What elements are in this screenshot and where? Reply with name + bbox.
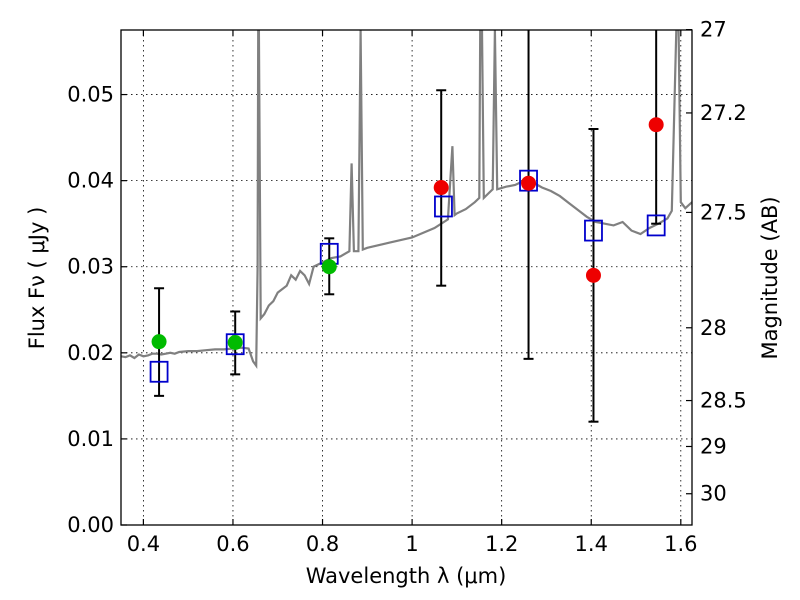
- red-point: [521, 175, 537, 191]
- x-axis-label: Wavelength λ (μm): [306, 564, 507, 588]
- x-tick-label: 0.4: [127, 532, 160, 556]
- y-tick-label: 0.05: [67, 83, 114, 107]
- model-point: [646, 214, 666, 237]
- right-axis-label: Magnitude (AB): [758, 196, 782, 359]
- y-tick-label: 0.00: [67, 513, 114, 537]
- y-tick-label: 0.01: [67, 427, 114, 451]
- x-tick-label: 0.6: [216, 532, 249, 556]
- x-tick-label: 1.2: [485, 532, 518, 556]
- grid-lines: [121, 30, 692, 526]
- plot-area: [121, 30, 692, 423]
- mag-tick-label: 27.2: [700, 101, 747, 125]
- red-point: [648, 117, 664, 133]
- mag-tick-label: 27.5: [700, 200, 747, 224]
- y-tick-label: 0.03: [67, 255, 114, 279]
- y-tick-label: 0.04: [67, 169, 114, 193]
- green-point: [321, 259, 337, 275]
- x-tick-label: 0.8: [306, 532, 339, 556]
- mag-tick-label: 29: [700, 434, 727, 458]
- green-point: [227, 334, 243, 350]
- model-point: [149, 360, 169, 383]
- model-point: [225, 333, 245, 356]
- mag-tick-label: 28.5: [700, 389, 747, 413]
- mag-tick-label: 27: [700, 18, 727, 42]
- y-axis-label: Flux Fν ( μJy ): [25, 207, 49, 350]
- model-point: [434, 195, 453, 218]
- red-point: [585, 267, 601, 283]
- x-tick-label: 1.4: [575, 532, 608, 556]
- mag-tick-label: 28: [700, 316, 727, 340]
- x-tick-label: 1.6: [664, 532, 697, 556]
- y-tick-label: 0.02: [67, 341, 114, 365]
- axis-ticks: 0.4 0.6 0.8 1 1.2 1.4 1.6 0.00 0.01 0.02 0.03 0.04 0…: [67, 18, 747, 556]
- x-tick-label: 1: [405, 532, 418, 556]
- mag-tick-label: 30: [700, 482, 727, 506]
- red-point: [433, 180, 449, 196]
- green-point: [151, 334, 167, 350]
- plot-frame: [120, 29, 693, 526]
- spectrum-line: [121, 30, 692, 370]
- model-point: [584, 219, 603, 242]
